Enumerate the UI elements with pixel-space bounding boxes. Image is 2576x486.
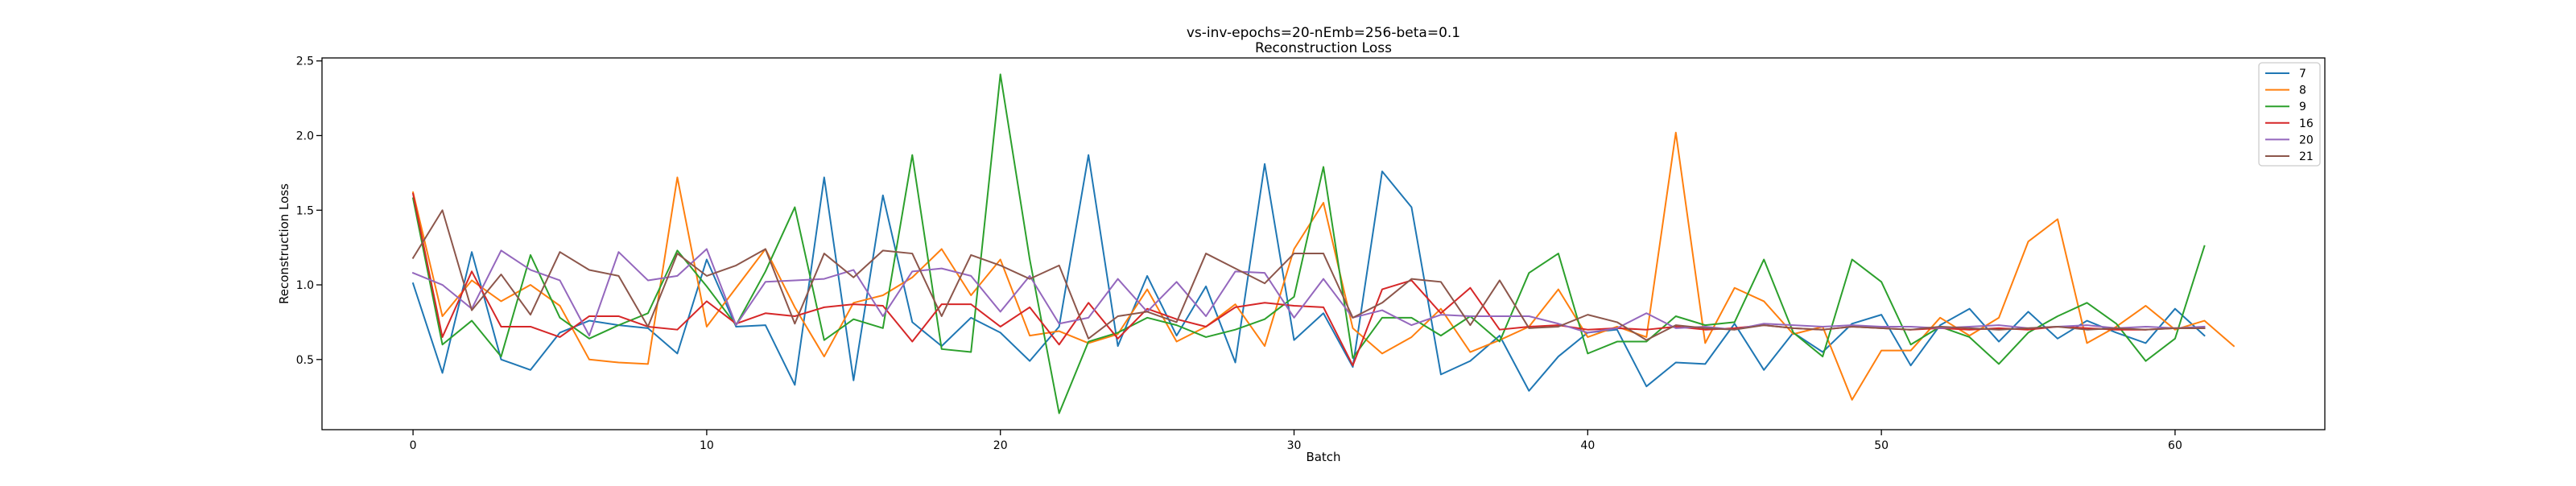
y-tick-label: 0.5 bbox=[296, 354, 314, 367]
series-line-9 bbox=[411, 73, 2206, 414]
legend-label-20: 20 bbox=[2299, 134, 2314, 146]
legend-label-8: 8 bbox=[2299, 84, 2306, 97]
x-tick-label: 60 bbox=[2168, 439, 2182, 452]
y-tick-label: 2.5 bbox=[296, 56, 314, 68]
x-tick-label: 40 bbox=[1580, 439, 1595, 452]
series-line-20 bbox=[411, 248, 2206, 337]
chart-title: vs-inv-epochs=20-nEmb=256-beta=0.1 bbox=[1187, 25, 1460, 41]
x-axis-ticks: 0 10 20 30 40 50 60 bbox=[410, 430, 2182, 452]
series-line-21 bbox=[411, 209, 2206, 341]
legend-label-21: 21 bbox=[2299, 150, 2314, 163]
series-line-7 bbox=[411, 154, 2206, 392]
x-tick-label: 0 bbox=[410, 439, 417, 452]
plot-area-frame bbox=[321, 57, 2326, 430]
legend-label-7: 7 bbox=[2299, 68, 2306, 80]
y-tick-label: 1.5 bbox=[296, 204, 314, 217]
x-tick-label: 10 bbox=[700, 439, 714, 452]
chart-subtitle: Reconstruction Loss bbox=[1255, 40, 1392, 56]
y-axis-ticks: 0.5 1.0 1.5 2.0 2.5 bbox=[296, 56, 322, 367]
legend-label-16: 16 bbox=[2299, 117, 2314, 130]
y-tick-label: 2.0 bbox=[296, 130, 314, 142]
y-axis-label: Reconstruction Loss bbox=[277, 183, 291, 304]
x-tick-label: 20 bbox=[993, 439, 1008, 452]
x-tick-label: 50 bbox=[1874, 439, 1889, 452]
x-tick-label: 30 bbox=[1287, 439, 1302, 452]
x-axis-label: Batch bbox=[1306, 450, 1340, 464]
legend-label-9: 9 bbox=[2299, 101, 2306, 113]
series-layer bbox=[411, 73, 2235, 414]
y-tick-label: 1.0 bbox=[296, 279, 314, 292]
legend: 7 8 9 16 20 21 bbox=[2258, 62, 2321, 167]
